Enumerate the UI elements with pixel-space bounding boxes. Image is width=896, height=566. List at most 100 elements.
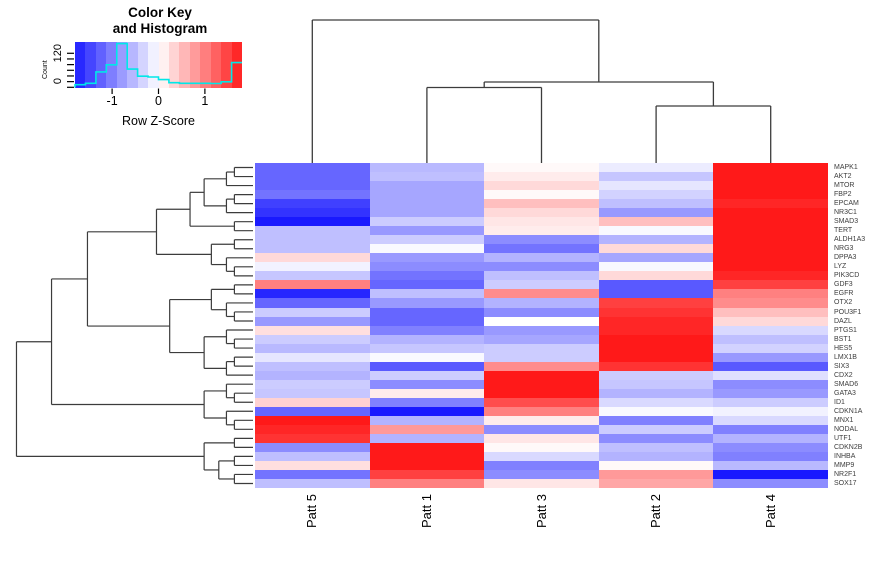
- heatmap-row: [255, 289, 828, 299]
- heatmap-cell: [255, 334, 370, 344]
- row-label: MMP9: [834, 462, 855, 470]
- heatmap-cell: [255, 352, 370, 362]
- heatmap-cell: [713, 334, 828, 344]
- heatmap-cell: [255, 424, 370, 434]
- heatmap-cell: [484, 479, 599, 489]
- color-key-step: [179, 42, 190, 88]
- heatmap-cell: [713, 325, 828, 335]
- heatmap-cell: [598, 388, 714, 398]
- row-label: NR2F1: [834, 471, 857, 479]
- heatmap-cell: [484, 307, 599, 317]
- heatmap-cell: [713, 163, 828, 173]
- heatmap-cell: [255, 433, 370, 443]
- heatmap-cell: [255, 415, 370, 425]
- heatmap-cell: [713, 379, 828, 389]
- heatmap-cell: [369, 235, 485, 245]
- heatmap-cell: [369, 406, 485, 416]
- heatmap-cell: [484, 397, 599, 407]
- color-key-step: [221, 42, 232, 88]
- heatmap-cell: [598, 280, 714, 290]
- heatmap-cell: [369, 470, 485, 480]
- heatmap-cell: [713, 280, 828, 290]
- heatmap-row: [255, 388, 828, 398]
- heatmap-cell: [713, 172, 828, 182]
- row-label: SOX17: [834, 480, 857, 488]
- heatmap-row: [255, 262, 828, 272]
- heatmap-cell: [255, 280, 370, 290]
- heatmap-row: [255, 379, 828, 389]
- heatmap-row: [255, 433, 828, 443]
- color-key-step: [231, 42, 242, 88]
- heatmap-cell: [598, 452, 714, 462]
- row-label: UTF1: [834, 434, 852, 442]
- heatmap-cell: [255, 289, 370, 299]
- heatmap-cell: [369, 479, 485, 489]
- heatmap-cell: [484, 244, 599, 254]
- heatmap-cell: [598, 442, 714, 452]
- heatmap-cell: [484, 190, 599, 200]
- heatmap-row: [255, 190, 828, 200]
- color-key-step: [116, 42, 128, 88]
- heatmap-cell: [598, 379, 714, 389]
- heatmap-cell: [369, 424, 485, 434]
- heatmap-cell: [369, 461, 485, 471]
- heatmap-cell: [369, 280, 485, 290]
- heatmap-row: [255, 298, 828, 308]
- column-label: Patt 3: [533, 494, 549, 528]
- heatmap-cell: [369, 442, 485, 452]
- row-label: NRG3: [834, 245, 854, 253]
- heatmap-row: [255, 370, 828, 380]
- heatmap-cell: [369, 415, 485, 425]
- row-label: CDKN2B: [834, 443, 863, 451]
- color-key-y-tick-label: 120: [52, 44, 64, 63]
- heatmap-row: [255, 316, 828, 326]
- heatmap-cell: [369, 307, 485, 317]
- heatmap-cell: [484, 470, 599, 480]
- heatmap-cell: [255, 217, 370, 227]
- heatmap-cell: [713, 361, 828, 371]
- heatmap-cell: [484, 352, 599, 362]
- row-label: FBP2: [834, 191, 852, 199]
- color-key-y-tick-label: 0: [52, 78, 64, 85]
- color-key-count-axis-label: Count: [42, 60, 49, 80]
- heatmap-cell: [484, 452, 599, 462]
- row-label: GATA3: [834, 389, 856, 397]
- heatmap-cell: [598, 172, 714, 182]
- heatmap-cell: [713, 217, 828, 227]
- row-label: CDKN1A: [834, 407, 863, 415]
- heatmap-cell: [255, 172, 370, 182]
- heatmap-row: [255, 452, 828, 462]
- heatmap-cell: [598, 190, 714, 200]
- heatmap-cell: [713, 406, 828, 416]
- row-label: NR3C1: [834, 209, 857, 217]
- heatmap-row: [255, 172, 828, 182]
- heatmap-cell: [484, 199, 599, 209]
- row-label: TERT: [834, 227, 853, 235]
- row-label: ALDH1A3: [834, 236, 866, 244]
- heatmap-cell: [713, 433, 828, 443]
- heatmap-cell: [255, 181, 370, 191]
- heatmap-cell: [255, 406, 370, 416]
- row-label: EPCAM: [834, 200, 859, 208]
- heatmap-cell: [369, 244, 485, 254]
- heatmap-cell: [369, 298, 485, 308]
- heatmap-cell: [484, 271, 599, 281]
- row-label: ID1: [834, 398, 845, 406]
- heatmap-cell: [255, 452, 370, 462]
- heatmap-cell: [598, 361, 714, 371]
- heatmap-cell: [369, 217, 485, 227]
- heatmap-cell: [713, 424, 828, 434]
- heatmap-cell: [255, 470, 370, 480]
- heatmap-cell: [713, 199, 828, 209]
- heatmap-cell: [255, 388, 370, 398]
- row-label: CDX2: [834, 371, 853, 379]
- heatmap-row: [255, 479, 828, 489]
- heatmap-row: [255, 406, 828, 416]
- heatmap-cell: [255, 343, 370, 353]
- heatmap-cell: [598, 163, 714, 173]
- heatmap-row: [255, 461, 828, 471]
- heatmap-cell: [255, 226, 370, 236]
- heatmap-cell: [369, 316, 485, 326]
- color-key-title-line1: Color Key: [128, 5, 192, 20]
- heatmap-cell: [713, 470, 828, 480]
